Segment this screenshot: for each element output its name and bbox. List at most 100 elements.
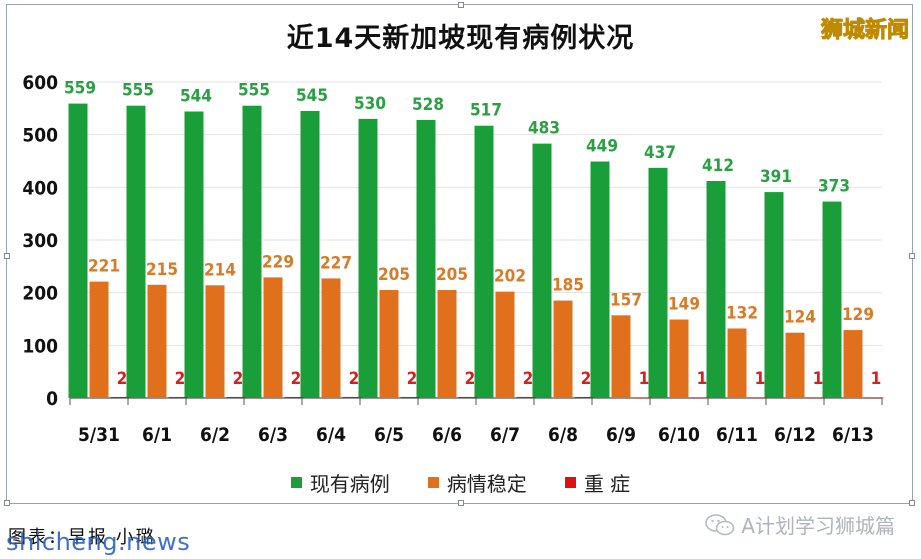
bar-current xyxy=(68,103,88,399)
bar-stable xyxy=(727,328,747,398)
bar-current xyxy=(242,105,262,398)
bar-stable xyxy=(669,319,689,398)
legend-item-stable: 病情稳定 xyxy=(427,468,527,497)
data-label-serious: 1 xyxy=(639,369,650,389)
bar-serious xyxy=(400,396,420,398)
x-tick-label: 6/7 xyxy=(490,424,520,446)
data-label-current: 391 xyxy=(760,167,792,187)
bar-serious xyxy=(574,396,594,398)
bar-current xyxy=(126,105,146,398)
data-label-current: 528 xyxy=(412,95,444,115)
bar-serious xyxy=(458,396,478,398)
resize-handle-top[interactable] xyxy=(458,2,464,8)
wechat-icon xyxy=(705,513,735,536)
legend-label-current: 现有病例 xyxy=(309,472,390,496)
y-tick-label: 0 xyxy=(46,388,58,410)
y-tick-label: 400 xyxy=(22,177,58,199)
data-label-stable: 205 xyxy=(378,265,410,285)
resize-handle-right[interactable] xyxy=(909,253,915,259)
bar-serious xyxy=(284,396,304,398)
legend-label-stable: 病情稳定 xyxy=(446,472,527,496)
x-tick-label: 6/1 xyxy=(142,424,172,446)
chart-frame xyxy=(4,2,915,506)
bar-stable xyxy=(205,285,225,398)
bar-current xyxy=(532,143,552,398)
bar-serious xyxy=(516,396,536,398)
y-tick-label: 500 xyxy=(22,125,58,147)
bar-serious xyxy=(342,396,362,398)
resize-handle-bottom[interactable] xyxy=(458,500,464,506)
data-label-stable: 185 xyxy=(552,276,584,296)
bar-stable xyxy=(89,281,109,398)
data-label-current: 483 xyxy=(528,119,560,139)
legend-item-serious: 重 症 xyxy=(564,468,630,497)
resize-handle-bottom-right[interactable] xyxy=(909,500,915,506)
data-label-serious: 2 xyxy=(233,369,244,389)
x-tick-label: 6/3 xyxy=(258,424,288,446)
watermark-logo: 狮城新闻 xyxy=(820,18,909,44)
bar-current xyxy=(764,192,784,398)
wechat-source-label: A计划学习狮城篇 xyxy=(741,514,895,538)
y-tick-label: 200 xyxy=(22,283,58,305)
data-label-stable: 202 xyxy=(494,267,526,287)
legend-swatch-current xyxy=(290,477,302,488)
bar-stable xyxy=(437,290,457,398)
data-label-current: 530 xyxy=(354,94,386,114)
bar-stable xyxy=(611,315,631,398)
bar-stable xyxy=(553,300,573,398)
bar-serious xyxy=(632,397,652,399)
bar-stable xyxy=(379,290,399,398)
bar-serious xyxy=(168,396,188,398)
x-tick-label: 6/8 xyxy=(548,424,578,446)
data-label-serious: 2 xyxy=(465,369,476,389)
bar-stable xyxy=(321,278,341,398)
data-label-current: 544 xyxy=(180,86,212,106)
data-label-current: 555 xyxy=(238,81,270,101)
bar-current xyxy=(358,118,378,398)
legend-item-current: 现有病例 xyxy=(290,468,390,497)
x-tick-label: 5/31 xyxy=(78,424,120,446)
bar-serious xyxy=(690,397,710,399)
resize-handle-bottom-left[interactable] xyxy=(4,500,10,506)
data-label-serious: 2 xyxy=(291,369,302,389)
bar-current xyxy=(184,111,204,398)
data-label-serious: 1 xyxy=(813,369,824,389)
chart-title: 近14天新加坡现有病例状况 xyxy=(286,23,635,54)
bar-current xyxy=(706,181,726,398)
data-label-serious: 2 xyxy=(581,369,592,389)
x-tick-label: 6/2 xyxy=(200,424,230,446)
x-tick-label: 6/12 xyxy=(774,424,816,446)
bar-serious xyxy=(806,397,826,399)
bar-current xyxy=(648,167,668,398)
data-label-serious: 1 xyxy=(755,369,766,389)
bar-current xyxy=(474,125,494,399)
data-label-stable: 149 xyxy=(668,295,700,315)
data-label-serious: 1 xyxy=(871,369,882,389)
data-label-stable: 215 xyxy=(146,260,178,280)
bar-stable xyxy=(263,277,283,398)
data-label-current: 559 xyxy=(64,79,96,99)
y-tick-label: 600 xyxy=(22,72,58,94)
bar-current xyxy=(590,161,610,398)
data-label-stable: 132 xyxy=(726,303,758,323)
caption-watermark: shicheng.news xyxy=(6,528,191,556)
x-tick-label: 6/13 xyxy=(832,424,874,446)
x-tick-label: 6/11 xyxy=(716,424,758,446)
resize-handle-left[interactable] xyxy=(4,253,10,259)
data-label-serious: 2 xyxy=(175,369,186,389)
data-label-current: 449 xyxy=(586,137,618,157)
data-label-stable: 205 xyxy=(436,265,468,285)
y-tick-label: 100 xyxy=(22,335,58,357)
legend-swatch-stable xyxy=(427,477,439,488)
data-label-current: 545 xyxy=(296,86,328,106)
x-tick-label: 6/5 xyxy=(374,424,404,446)
data-label-current: 412 xyxy=(702,156,734,176)
bar-current xyxy=(416,119,436,399)
chart-legend: 现有病例 病情稳定 重 症 xyxy=(0,468,921,497)
bar-current xyxy=(822,201,842,398)
data-label-serious: 2 xyxy=(349,369,360,389)
data-label-current: 373 xyxy=(818,177,850,197)
y-tick-label: 300 xyxy=(22,230,58,252)
bar-stable xyxy=(495,291,515,398)
x-tick-label: 6/9 xyxy=(606,424,636,446)
